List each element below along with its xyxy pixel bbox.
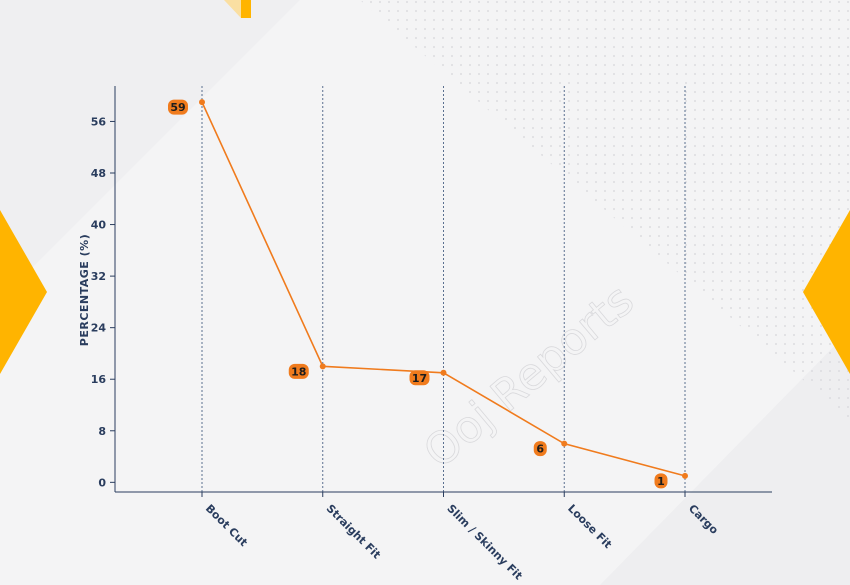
y-tick-label: 40 bbox=[91, 219, 107, 232]
label-layer: 59 18 17 6 1 bbox=[168, 99, 668, 489]
data-point-4 bbox=[682, 472, 688, 479]
x-tick-label: Straight Fit bbox=[324, 502, 383, 561]
data-label-badge bbox=[533, 441, 547, 457]
data-point-0 bbox=[199, 99, 205, 106]
y-tick-label: 0 bbox=[98, 476, 106, 489]
data-label-4: 1 bbox=[654, 473, 668, 489]
y-tick-label: 48 bbox=[91, 167, 106, 180]
y-tick-label: 56 bbox=[91, 115, 107, 128]
data-point-1 bbox=[319, 363, 326, 370]
y-tick-label: 24 bbox=[91, 322, 107, 335]
data-label-badge bbox=[288, 363, 309, 379]
y-tick-label: 16 bbox=[91, 373, 107, 386]
data-label-0: 59 bbox=[168, 99, 188, 115]
data-label-text: 1 bbox=[657, 475, 665, 488]
data-label-text: 59 bbox=[170, 101, 185, 114]
right-accent-chevron bbox=[803, 210, 850, 374]
data-label-badge bbox=[168, 99, 188, 115]
x-tick-label: Slim / Skinny Fit bbox=[444, 502, 524, 582]
data-label-text: 17 bbox=[412, 372, 427, 385]
x-tick-label: Loose Fit bbox=[565, 502, 614, 551]
data-point-3 bbox=[561, 440, 568, 447]
x-tick-label: Cargo bbox=[686, 502, 721, 537]
y-axis-title: PERCENTAGE (%) bbox=[78, 234, 91, 346]
data-label-text: 18 bbox=[291, 365, 306, 378]
data-label-2: 17 bbox=[409, 370, 430, 386]
data-label-3: 6 bbox=[533, 441, 547, 457]
x-tick-label: Boot Cut bbox=[203, 502, 250, 549]
data-label-badge bbox=[409, 370, 430, 386]
y-tick-label: 8 bbox=[98, 425, 106, 438]
data-label-badge bbox=[654, 473, 668, 489]
data-point-2 bbox=[440, 369, 447, 376]
top-accent-bar bbox=[241, 0, 251, 18]
data-label-1: 18 bbox=[288, 363, 309, 379]
y-tick-label: 32 bbox=[91, 270, 106, 283]
top-accent-wedge bbox=[224, 0, 241, 18]
left-accent-chevron bbox=[0, 210, 47, 374]
series-layer bbox=[199, 99, 688, 479]
data-label-text: 6 bbox=[536, 443, 544, 456]
